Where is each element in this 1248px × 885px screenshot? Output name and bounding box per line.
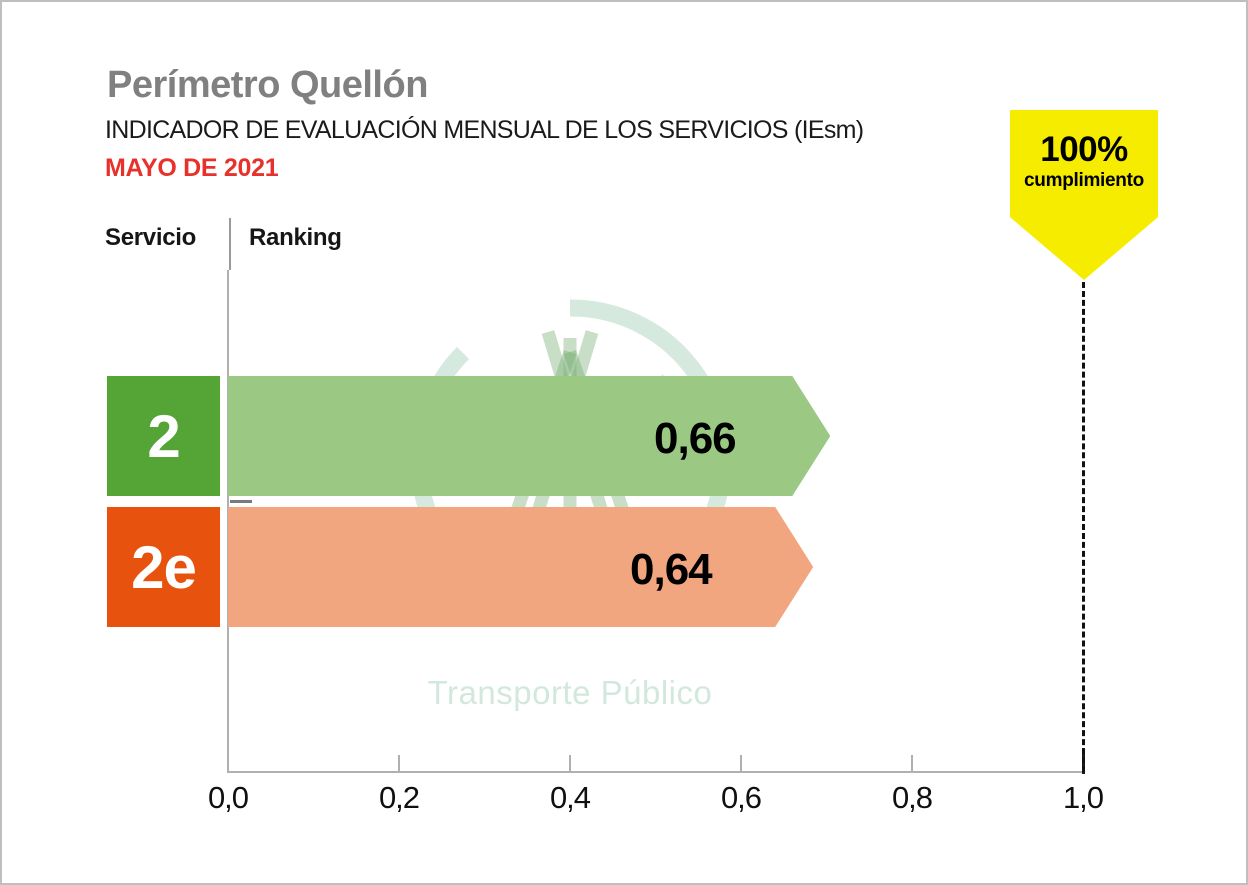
report-period: MAYO DE 2021 — [105, 154, 279, 182]
x-axis-tick — [569, 755, 571, 772]
column-header-ranking: Ranking — [249, 224, 342, 251]
x-axis-tick-label: 0,2 — [378, 780, 420, 815]
column-header-divider — [229, 218, 231, 270]
x-axis-tick-label: 0,0 — [207, 780, 249, 815]
x-axis-tick-label: 0,6 — [720, 780, 762, 815]
bar-value-2e: 0,64 — [630, 545, 713, 594]
page-title: Perímetro Quellón — [107, 64, 428, 106]
bar-value-2: 0,66 — [654, 414, 737, 463]
x-axis-tick — [398, 755, 400, 772]
page-subtitle: INDICADOR DE EVALUACIÓN MENSUAL DE LOS S… — [105, 116, 864, 144]
watermark-tagline: Transporte Público — [427, 674, 713, 711]
compliance-percent: 100% — [1040, 130, 1128, 169]
compliance-badge: 100% cumplimiento — [1010, 110, 1158, 280]
column-header-servicio: Servicio — [105, 224, 196, 251]
x-axis-tick — [227, 755, 229, 772]
bar-2 — [228, 376, 831, 496]
x-axis-tick — [740, 755, 742, 772]
compliance-caption: cumplimiento — [1024, 170, 1144, 191]
x-axis-tick — [911, 755, 913, 772]
x-axis-tick-label: 0,8 — [891, 780, 933, 815]
service-label-2e: 2e — [107, 507, 220, 627]
reference-line-100 — [1082, 282, 1085, 772]
row-separator-mark — [230, 500, 252, 503]
x-axis-line — [227, 771, 1085, 773]
x-axis-tick-label: 1,0 — [1062, 780, 1104, 815]
x-axis-tick-label: 0,4 — [549, 780, 591, 815]
service-label-2: 2 — [107, 376, 220, 496]
bar-2e — [228, 507, 814, 627]
